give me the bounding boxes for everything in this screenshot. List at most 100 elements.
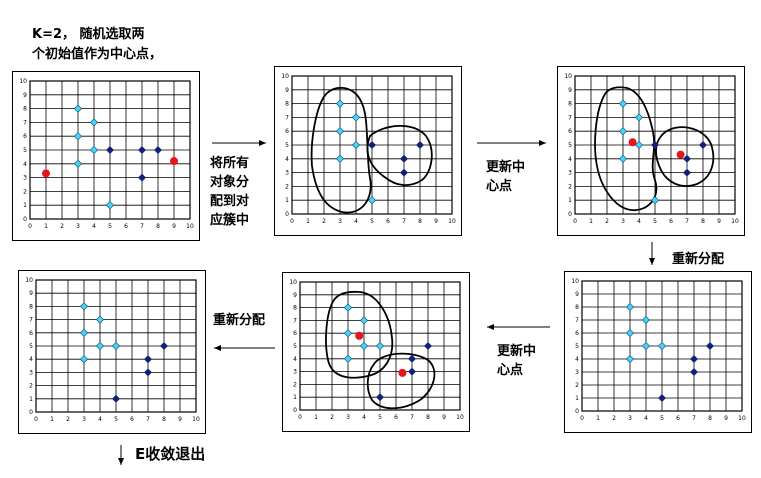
- y-tick-label: 1: [568, 197, 572, 204]
- x-tick-label: 6: [676, 415, 680, 422]
- y-tick-label: 8: [23, 106, 27, 113]
- dark-point: [407, 367, 417, 376]
- light-point: [650, 196, 660, 205]
- x-tick-label: 3: [621, 218, 625, 225]
- light-point: [79, 328, 89, 337]
- y-tick-label: 9: [293, 292, 297, 299]
- y-tick-label: 5: [575, 343, 579, 350]
- plot-assigned: 0 1 2 3 4 5 6 7 8 9 10 0 1 2 3 4 5 6 7 8 9 10: [274, 66, 462, 236]
- y-tick-label: 3: [29, 369, 33, 376]
- x-tick-label: 8: [701, 218, 705, 225]
- x-tick-label: 5: [108, 223, 112, 230]
- x-tick-label: 10: [456, 414, 464, 421]
- panel-frame: [12, 71, 200, 241]
- x-tick-label: 6: [124, 223, 128, 230]
- y-tick-label: 4: [285, 156, 289, 163]
- x-tick-label: 3: [338, 218, 342, 225]
- y-tick-label: 7: [575, 317, 579, 324]
- x-tick-label: 9: [724, 415, 728, 422]
- x-tick-label: 3: [82, 416, 86, 423]
- center-point: [398, 368, 407, 377]
- light-point: [79, 355, 89, 364]
- dark-point: [111, 394, 121, 403]
- x-tick-label: 9: [172, 223, 176, 230]
- x-tick-label: 3: [346, 414, 350, 421]
- light-point: [641, 315, 651, 325]
- dark-point: [143, 355, 153, 364]
- x-tick-label: 0: [298, 414, 302, 421]
- light-point: [359, 341, 369, 351]
- x-tick-label: 3: [628, 415, 632, 422]
- y-tick-label: 9: [575, 291, 579, 298]
- dark-point: [153, 145, 163, 155]
- dark-point: [159, 341, 169, 351]
- light-point: [351, 113, 361, 122]
- x-tick-label: 9: [178, 416, 182, 423]
- y-tick-label: 3: [285, 170, 289, 177]
- x-tick-label: 7: [146, 416, 150, 423]
- y-tick-label: 9: [568, 87, 572, 94]
- x-tick-label: 0: [573, 218, 577, 225]
- x-tick-label: 5: [370, 218, 374, 225]
- y-tick-label: 7: [23, 119, 27, 126]
- x-tick-label: 2: [322, 218, 326, 225]
- y-tick-label: 1: [23, 202, 27, 209]
- plot-reassigned-1: 0 1 2 3 4 5 6 7 8 9 10 0 1 2 3 4 5 6 7 8 9 10: [564, 271, 752, 433]
- x-tick-label: 6: [669, 218, 673, 225]
- light-point: [335, 154, 345, 163]
- y-tick-label: 7: [29, 317, 33, 324]
- center-point: [170, 157, 178, 166]
- step-converge-label: E收敛退出: [135, 445, 206, 463]
- x-tick-label: 1: [596, 415, 600, 422]
- dark-point: [682, 154, 692, 163]
- light-point: [634, 140, 644, 150]
- y-tick-label: 4: [575, 356, 579, 363]
- y-tick-label: 0: [29, 409, 33, 416]
- light-point: [359, 316, 369, 325]
- y-tick-label: 5: [285, 142, 289, 149]
- y-tick-label: 10: [564, 73, 572, 80]
- cluster-outline: [325, 290, 394, 379]
- cluster-outline: [366, 124, 433, 186]
- y-tick-label: 10: [25, 277, 33, 284]
- y-tick-label: 0: [23, 216, 27, 223]
- panel-frame: [18, 270, 206, 434]
- x-tick-label: 10: [448, 218, 456, 225]
- y-tick-label: 0: [285, 211, 289, 218]
- x-tick-label: 4: [637, 218, 641, 225]
- x-tick-label: 1: [306, 218, 310, 225]
- light-point: [625, 328, 635, 338]
- y-tick-label: 6: [293, 330, 297, 337]
- y-tick-label: 5: [293, 343, 297, 350]
- dark-point: [698, 140, 708, 150]
- y-tick-label: 0: [575, 408, 579, 415]
- y-tick-label: 1: [575, 395, 579, 402]
- light-point: [367, 196, 377, 205]
- dark-point: [137, 145, 147, 155]
- step-update-center-2-label: 更新中 心点: [497, 344, 537, 378]
- light-point: [95, 341, 105, 351]
- y-tick-label: 6: [575, 330, 579, 337]
- plot-area: [35, 279, 197, 413]
- light-point: [111, 341, 121, 351]
- light-point: [641, 341, 651, 351]
- light-point: [343, 329, 353, 338]
- dark-point: [105, 145, 115, 155]
- y-tick-label: 9: [23, 92, 27, 99]
- x-tick-label: 8: [162, 416, 166, 423]
- scatter-svg: 0 1 2 3 4 5 6 7 8 9 10 0 1 2 3 4 5 6 7 8 9 10: [557, 66, 745, 236]
- x-tick-label: 9: [717, 218, 721, 225]
- light-point: [73, 132, 83, 141]
- y-tick-label: 1: [293, 394, 297, 401]
- x-tick-label: 7: [402, 218, 406, 225]
- scatter-svg: 0 1 2 3 4 5 6 7 8 9 10 0 1 2 3 4 5 6 7 8 9 10: [12, 71, 200, 241]
- dark-point: [415, 140, 425, 150]
- center-point: [355, 331, 364, 340]
- x-tick-label: 5: [114, 416, 118, 423]
- header-line-1: K=2， 随机选取两: [32, 27, 145, 42]
- x-tick-label: 2: [612, 415, 616, 422]
- y-tick-label: 2: [23, 188, 27, 195]
- y-tick-label: 7: [293, 317, 297, 324]
- light-point: [79, 302, 89, 311]
- x-tick-label: 2: [60, 223, 64, 230]
